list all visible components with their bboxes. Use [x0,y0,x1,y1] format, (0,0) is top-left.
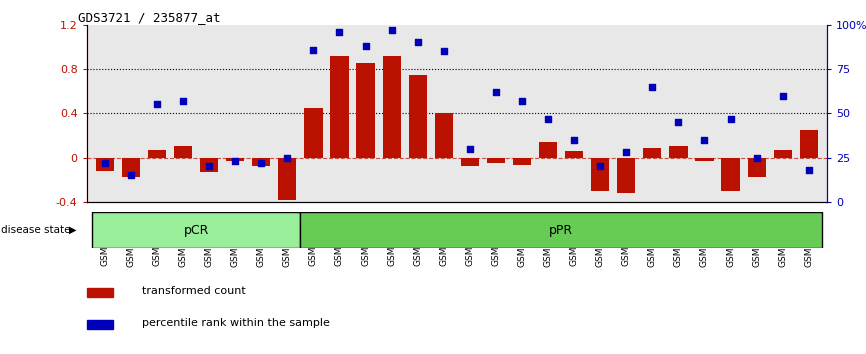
Bar [383,56,401,158]
Bar [92,212,301,248]
Point [750,155,764,160]
Bar [669,147,688,158]
Text: disease state: disease state [1,225,70,235]
Point [776,93,790,98]
Text: percentile rank within the sample: percentile rank within the sample [142,318,330,328]
Bar [747,158,766,177]
Bar [252,158,270,166]
Point [489,89,503,95]
Point [463,146,477,152]
Point [436,48,450,54]
Bar [226,158,244,161]
Bar [799,130,818,158]
Point [98,160,112,166]
Point [124,172,138,178]
Bar [122,158,140,177]
Bar [461,158,479,166]
Point [385,27,398,33]
Bar [617,158,636,193]
Bar [695,158,714,161]
Bar [591,158,610,191]
Point [307,47,320,52]
Bar [539,142,557,158]
Point [698,137,712,143]
Point [176,98,190,104]
Bar [148,150,166,158]
Point [724,116,738,121]
Bar [330,56,349,158]
Bar [304,108,322,158]
Bar [721,158,740,191]
Point [333,29,346,35]
Bar [174,147,192,158]
Bar [409,75,427,158]
Point [619,149,633,155]
Point [567,137,581,143]
Point [202,164,216,169]
Bar [487,158,505,163]
Point [802,167,816,173]
Point [150,102,164,107]
Point [645,84,659,90]
Text: transformed count: transformed count [142,286,246,296]
Point [671,119,685,125]
Bar [87,289,113,297]
Bar [565,151,584,158]
Point [515,98,529,104]
Bar [357,63,375,158]
Text: pPR: pPR [549,224,573,236]
Bar [278,158,296,200]
Text: pCR: pCR [184,224,209,236]
Point [281,155,294,160]
Point [255,160,268,166]
Bar [301,212,822,248]
Bar [87,320,113,329]
Text: ▶: ▶ [68,225,76,235]
Point [541,116,555,121]
Bar [96,158,114,171]
Text: GDS3721 / 235877_at: GDS3721 / 235877_at [78,11,221,24]
Point [229,158,242,164]
Bar [513,158,531,165]
Point [359,43,372,49]
Point [410,40,424,45]
Bar [435,113,453,158]
Bar [643,148,662,158]
Bar [773,150,792,158]
Point [593,164,607,169]
Bar [200,158,218,172]
